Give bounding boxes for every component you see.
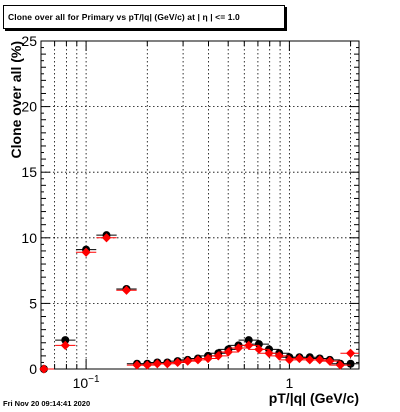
red-data-point [294,353,304,364]
red-data-point [223,347,233,357]
red-data-point [274,351,284,361]
red-data-point [203,353,213,364]
y-axis-title: Clone over all (%) [8,41,24,158]
black-data-point [254,340,263,349]
red-data-point [335,360,345,370]
y-tick-label: 15 [21,164,37,180]
x-tick-label: 10−1 [73,374,100,391]
red-data-point [315,355,325,365]
plot-frame [40,40,360,370]
y-tick-label: 20 [21,99,37,115]
red-data-point [81,247,91,257]
y-tick-label: 0 [29,361,37,377]
y-tick-label: 10 [21,230,37,246]
red-data-point [325,356,335,366]
red-data-point [244,340,254,350]
red-data-point [213,351,223,361]
red-data-point [193,355,203,365]
black-data-point [244,336,253,345]
red-data-point [121,285,132,295]
red-data-point [345,348,356,358]
red-data-point [39,364,49,374]
x-tick-label: 1 [285,375,293,391]
x-axis-title: pT/|q| (GeV/c) [269,390,359,406]
axes-layer [40,40,360,370]
red-data-point [60,340,70,350]
black-data-point [61,336,70,345]
chart-title-box: Clone over all for Primary vs pT/|q| (Ge… [3,5,285,29]
red-data-point [183,356,193,366]
grid-layer [41,41,359,369]
label-layer: 0 5 10 15 20 25 10−1 1pT/|q| (GeV/c) Clone over … [8,33,359,406]
data-layer [39,231,359,374]
red-data-point [284,355,294,365]
red-data-point [132,360,142,370]
red-data-point [173,357,183,368]
red-data-point [162,359,172,369]
red-data-point [101,233,112,243]
red-data-point [142,360,152,370]
y-tick-label: 5 [29,295,37,311]
timestamp-footer: Fri Nov 20 09:14:41 2020 [3,399,91,408]
chart-title: Clone over all for Primary vs pT/|q| (Ge… [8,12,240,22]
y-tick-label: 25 [21,33,37,49]
red-data-point [254,344,264,354]
black-data-point [346,359,355,368]
